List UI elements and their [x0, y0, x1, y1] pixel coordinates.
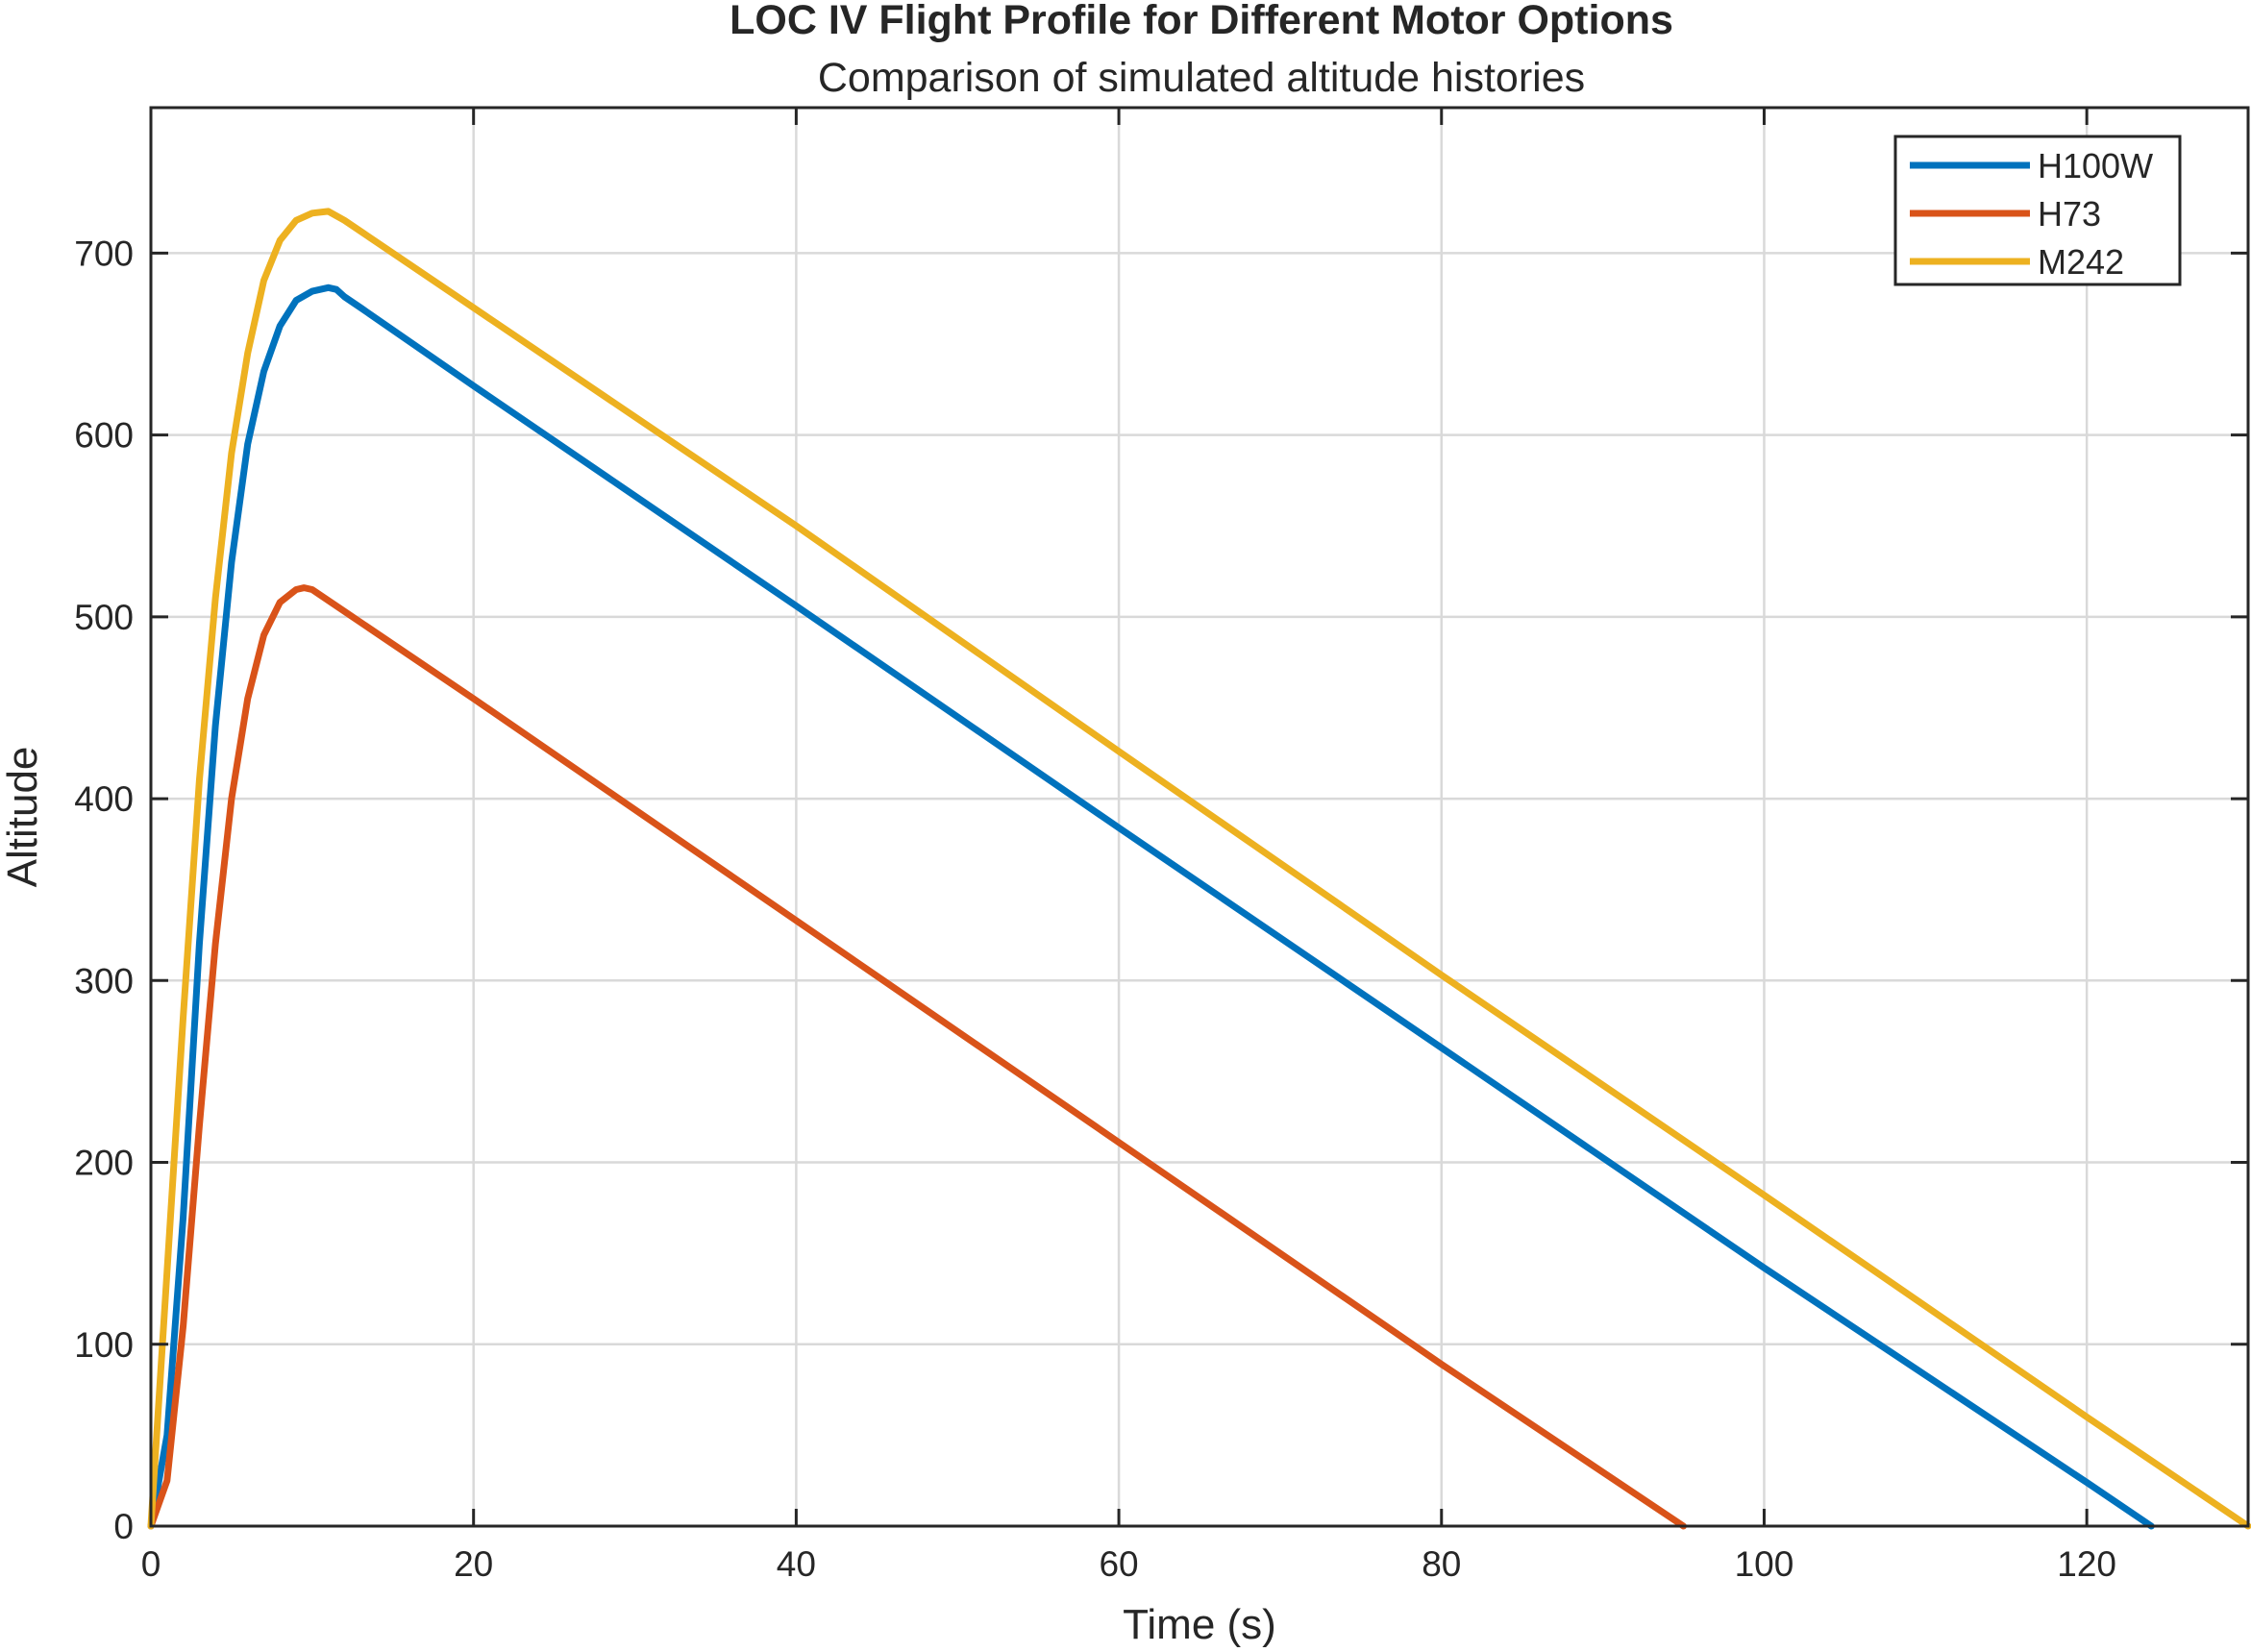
y-tick-label: 100	[74, 1325, 134, 1365]
y-axis-label: Altitude	[0, 747, 46, 888]
plot-frame	[149, 106, 2250, 1528]
x-tick-label: 40	[777, 1544, 816, 1584]
legend-entries: H100W H73 M242	[1910, 146, 2153, 282]
legend-label-h100w: H100W	[2038, 146, 2153, 185]
y-tick-label: 700	[74, 234, 134, 273]
y-tick-label: 400	[74, 779, 134, 819]
y-tick-label: 200	[74, 1144, 134, 1183]
x-tick-label: 100	[1735, 1544, 1794, 1584]
legend-label-h73: H73	[2038, 194, 2101, 234]
x-tick-label: 80	[1422, 1544, 1461, 1584]
series-line-m242	[147, 208, 2251, 1530]
x-tick-label: 20	[454, 1544, 493, 1584]
x-tick-label: 60	[1099, 1544, 1138, 1584]
tick-layer: 0 20 40 60 80 100 120 0 100 200 300 400 500 600 700	[74, 108, 2248, 1584]
chart-subtitle: Comparison of simulated altitude histori…	[818, 55, 1585, 101]
x-axis-label: Time (s)	[1123, 1601, 1276, 1648]
y-tick-label: 600	[74, 416, 134, 456]
legend[interactable]: H100W H73 M242	[1893, 135, 2182, 286]
series-line-h100w	[147, 284, 2155, 1530]
chart-title: LOC IV Flight Profile for Different Moto…	[730, 0, 1673, 43]
series-line-h73	[147, 584, 1687, 1530]
y-tick-label: 0	[113, 1507, 134, 1546]
series-layer	[147, 208, 2251, 1530]
x-tick-label: 0	[141, 1544, 161, 1584]
legend-label-m242: M242	[2038, 242, 2124, 282]
y-tick-label: 500	[74, 598, 134, 637]
x-tick-label: 120	[2057, 1544, 2116, 1584]
y-tick-label: 300	[74, 961, 134, 1000]
